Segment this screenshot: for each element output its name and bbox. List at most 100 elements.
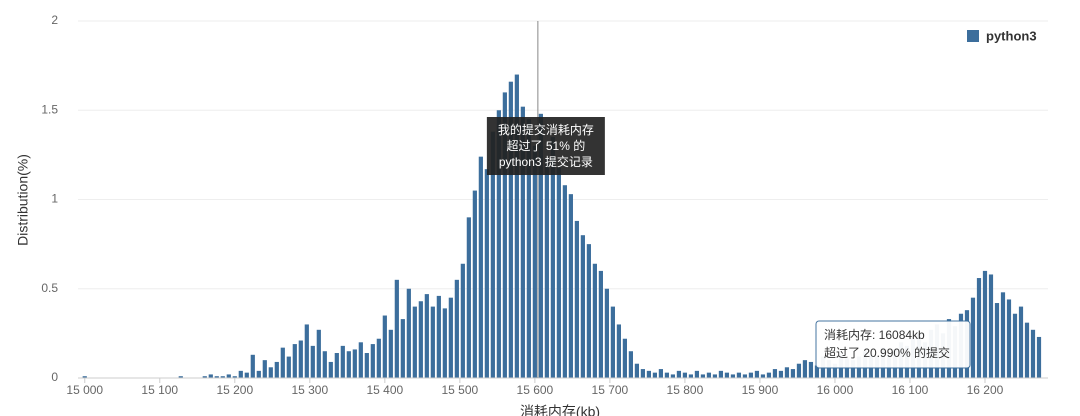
bar — [832, 363, 838, 378]
x-tick-label: 15 300 — [291, 383, 328, 397]
bar — [778, 370, 784, 378]
bar — [544, 158, 549, 378]
bar — [214, 376, 219, 378]
bar — [658, 369, 664, 378]
bar — [586, 244, 591, 378]
tooltip-box — [815, 320, 971, 369]
bar — [370, 344, 375, 378]
bar — [418, 301, 423, 378]
bar — [706, 372, 712, 378]
bar — [568, 194, 573, 378]
bar — [292, 344, 297, 378]
bar — [490, 131, 495, 378]
bar — [850, 360, 856, 378]
bar — [472, 190, 477, 378]
bar — [406, 288, 411, 378]
bar — [718, 370, 724, 378]
y-tick-label: 1 — [51, 192, 58, 206]
tooltip-text: 消耗内存: 16084kb — [824, 328, 925, 342]
bar — [1030, 329, 1036, 378]
x-tick-label: 15 900 — [742, 383, 779, 397]
y-tick-label: 0 — [51, 370, 58, 384]
bar — [676, 370, 682, 378]
bar — [1006, 299, 1012, 378]
bar — [598, 270, 603, 378]
bar — [532, 145, 537, 378]
bar — [1012, 313, 1018, 378]
bar — [238, 370, 243, 378]
bar — [724, 372, 730, 378]
bar — [646, 370, 651, 378]
bar — [262, 360, 267, 378]
x-tick-label: 16 200 — [967, 383, 1004, 397]
bar — [1018, 306, 1024, 378]
y-tick-label: 1.5 — [41, 102, 58, 116]
bar — [358, 342, 363, 378]
bar — [502, 92, 507, 379]
y-tick-label: 0.5 — [41, 281, 58, 295]
bar — [178, 376, 183, 378]
bar — [580, 235, 585, 378]
bar — [988, 274, 994, 378]
bar — [394, 279, 399, 378]
bar — [496, 110, 501, 378]
bar — [220, 376, 225, 378]
x-tick-label: 15 000 — [66, 383, 103, 397]
bar — [526, 119, 531, 379]
bar — [442, 308, 447, 378]
bar — [616, 324, 621, 378]
bar — [316, 329, 321, 378]
bar — [748, 372, 754, 378]
bar — [694, 370, 700, 378]
bar — [352, 349, 357, 378]
bar — [466, 217, 471, 378]
bar — [826, 360, 832, 378]
x-tick-label: 15 400 — [366, 383, 403, 397]
bar — [304, 324, 309, 378]
bar — [82, 376, 87, 378]
bar — [1000, 292, 1006, 378]
bar — [742, 374, 748, 378]
marker-text: python3 提交记录 — [499, 154, 593, 169]
bar — [448, 297, 453, 378]
bar — [664, 372, 670, 378]
bar — [562, 185, 567, 378]
bar — [994, 303, 1000, 378]
bar — [268, 367, 273, 378]
y-axis-label: Distribution(%) — [15, 154, 31, 246]
bar — [460, 263, 465, 378]
bar — [592, 263, 597, 378]
bar — [622, 338, 627, 378]
bar — [610, 306, 615, 378]
bar — [634, 363, 639, 378]
bar — [736, 372, 742, 378]
x-axis-label: 消耗内存(kb) — [520, 404, 600, 416]
bar — [298, 340, 303, 378]
bar — [796, 363, 802, 378]
bar — [550, 137, 555, 378]
bar — [412, 306, 417, 378]
bar — [670, 374, 676, 378]
bar — [376, 338, 381, 378]
bar — [346, 351, 351, 378]
bar — [628, 351, 633, 378]
bar — [202, 376, 207, 378]
bar — [1024, 322, 1030, 378]
bar — [802, 360, 808, 378]
tooltip-text: 超过了 20.990% 的提交 — [824, 345, 950, 360]
x-tick-label: 15 500 — [441, 383, 478, 397]
bar — [760, 374, 766, 378]
bar — [322, 351, 327, 378]
bar — [604, 288, 609, 378]
bar — [436, 295, 441, 378]
bar — [232, 376, 237, 378]
legend-swatch — [967, 30, 979, 42]
bar — [640, 369, 645, 378]
bar — [478, 156, 483, 378]
bar — [430, 306, 435, 378]
bar — [514, 74, 519, 379]
bar — [280, 347, 285, 378]
bar — [574, 220, 579, 378]
bar — [538, 113, 543, 378]
